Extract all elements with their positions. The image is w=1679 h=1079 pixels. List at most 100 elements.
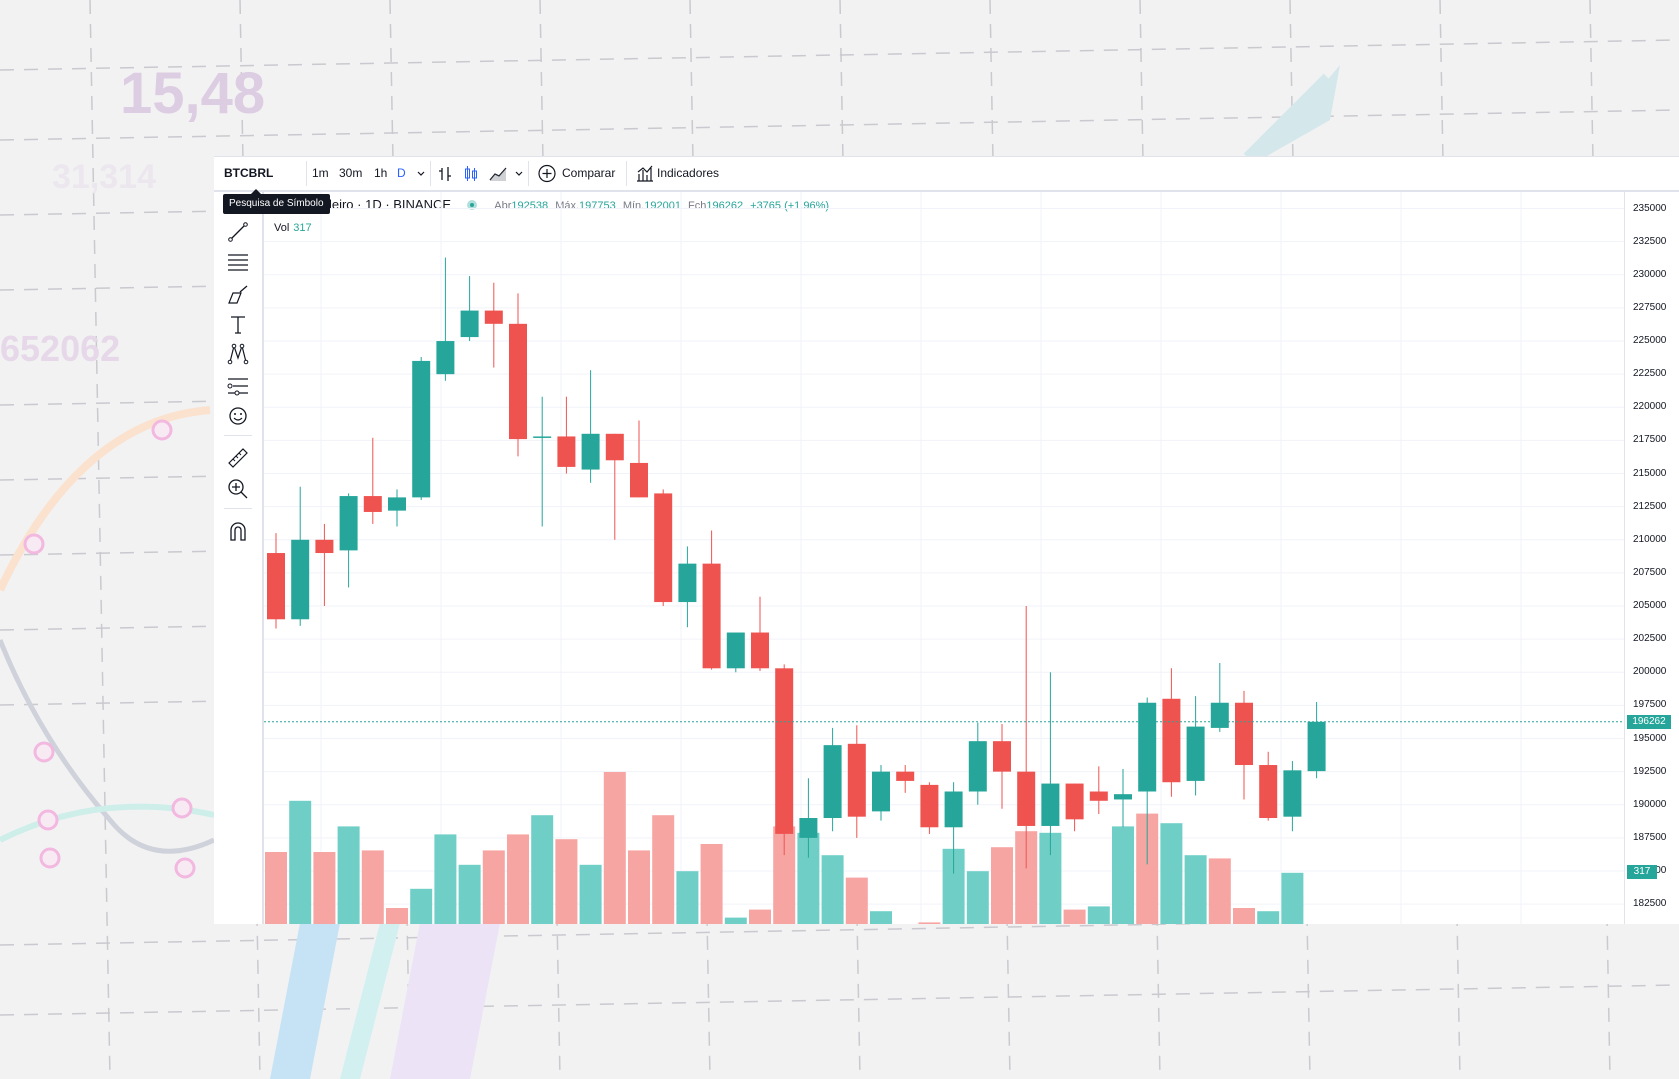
candle-body <box>799 818 818 838</box>
volume-value: 317 <box>293 222 312 234</box>
volume-label: Vol <box>274 222 290 234</box>
volume-bar <box>1015 831 1038 924</box>
candle-body <box>702 563 721 669</box>
volume-bar <box>700 844 723 924</box>
price-tick-label: 192500 <box>1633 765 1667 777</box>
volume-bar <box>724 917 747 924</box>
toolbar-divider <box>306 161 307 186</box>
market-status-icon <box>466 200 477 210</box>
price-tick-label: 217500 <box>1633 434 1667 446</box>
bar-style-icon[interactable] <box>438 157 452 190</box>
price-tick-label: 235000 <box>1633 202 1667 214</box>
volume-bar <box>1257 911 1280 924</box>
price-tick-label: 210000 <box>1633 533 1667 545</box>
candle-body <box>1283 770 1302 817</box>
volume-bar <box>289 800 312 924</box>
horizontal-lines-icon[interactable] <box>226 250 250 274</box>
volume-bar <box>1087 906 1110 924</box>
candle-body <box>412 360 431 498</box>
interval-dropdown-chevron-down-icon[interactable] <box>416 157 426 190</box>
candle-body <box>1041 783 1060 826</box>
prediction-icon[interactable] <box>226 374 250 398</box>
candle-body <box>1089 791 1108 801</box>
volume-bar <box>1112 826 1134 924</box>
volume-bar <box>797 832 820 924</box>
volume-bar <box>1039 832 1062 924</box>
chart-type-chevron-down-icon[interactable] <box>514 157 524 190</box>
candle-body <box>1162 698 1181 783</box>
brush-icon[interactable] <box>226 282 250 306</box>
volume-bar <box>1233 908 1255 924</box>
candle-body <box>557 436 576 467</box>
interval-30m[interactable]: 30m <box>339 166 363 180</box>
volume-bar <box>313 852 336 924</box>
price-tick-label: 232500 <box>1633 235 1667 247</box>
price-tick-label: 212500 <box>1633 500 1667 512</box>
compare-button[interactable]: Comparar <box>562 166 616 180</box>
candle-body <box>267 553 285 620</box>
volume-bar <box>773 826 796 924</box>
trend-line-icon[interactable] <box>226 220 250 244</box>
candle-body <box>1114 794 1132 800</box>
area-style-icon[interactable] <box>489 157 507 190</box>
price-tick-label: 205000 <box>1633 600 1667 612</box>
candle-body <box>436 341 455 375</box>
volume-bar <box>991 847 1013 924</box>
volume-bar <box>410 888 433 924</box>
symbol-search-tooltip: Pesquisa de Símbolo <box>223 189 330 214</box>
candle-body <box>654 493 673 603</box>
price-tick-label: 202500 <box>1633 633 1667 645</box>
price-scale[interactable]: 1825001850001875001900001925001950001975… <box>1624 192 1679 924</box>
candle-body <box>775 668 794 834</box>
interval-1m[interactable]: 1m <box>312 166 329 180</box>
price-chart[interactable] <box>264 192 1624 924</box>
price-tick-label: 222500 <box>1633 368 1667 380</box>
volume-bar <box>1281 872 1304 924</box>
ruler-icon[interactable] <box>226 446 250 470</box>
indicators-icon[interactable] <box>636 157 654 190</box>
volume-bar <box>579 864 602 924</box>
candle-style-icon[interactable] <box>464 157 478 190</box>
volume-bar <box>676 871 699 924</box>
volume-bar <box>1136 813 1159 924</box>
volume-bar <box>918 922 941 924</box>
symbol-search-button[interactable]: BTCBRL <box>224 166 274 180</box>
toolbar-divider <box>430 161 431 186</box>
candle-body <box>1235 702 1253 766</box>
candle-body <box>315 539 334 554</box>
bg-number-2: 31,314 <box>52 158 156 196</box>
candle-body <box>1017 771 1036 826</box>
candle-body <box>291 539 310 620</box>
candle-body <box>484 310 503 324</box>
price-tick-label: 220000 <box>1633 401 1667 413</box>
price-tick-label: 197500 <box>1633 699 1667 711</box>
emoji-icon[interactable] <box>226 404 250 428</box>
volume-bar <box>821 855 844 924</box>
volume-bar <box>845 877 868 924</box>
text-icon[interactable] <box>226 312 250 336</box>
candle-body <box>944 791 963 828</box>
candle-body <box>363 496 382 512</box>
pattern-icon[interactable] <box>226 342 250 366</box>
indicators-button[interactable]: Indicadores <box>657 166 720 180</box>
candle-body <box>1259 765 1278 819</box>
volume-bar <box>361 850 384 924</box>
interval-d[interactable]: D <box>397 166 406 180</box>
top-toolbar: BTCBRL 1m 30m 1h D Comparar Indicador <box>214 157 1679 192</box>
toolbar-divider <box>626 161 627 186</box>
volume-bar <box>337 826 360 924</box>
volume-bar <box>531 815 554 924</box>
zoom-in-icon[interactable] <box>226 477 250 501</box>
volume-bar <box>1063 909 1086 924</box>
last-price-tag: 196262 <box>1627 714 1671 729</box>
bg-number-1: 15,48 <box>120 61 266 126</box>
volume-bar <box>434 834 457 924</box>
candle-body <box>605 433 624 461</box>
interval-1h[interactable]: 1h <box>374 166 388 180</box>
volume-bar <box>652 815 675 924</box>
magnet-icon[interactable] <box>226 519 250 543</box>
toolbar-divider <box>528 161 529 186</box>
compare-plus-icon[interactable] <box>538 157 558 190</box>
candle-body <box>533 436 552 438</box>
price-tick-label: 230000 <box>1633 268 1667 280</box>
